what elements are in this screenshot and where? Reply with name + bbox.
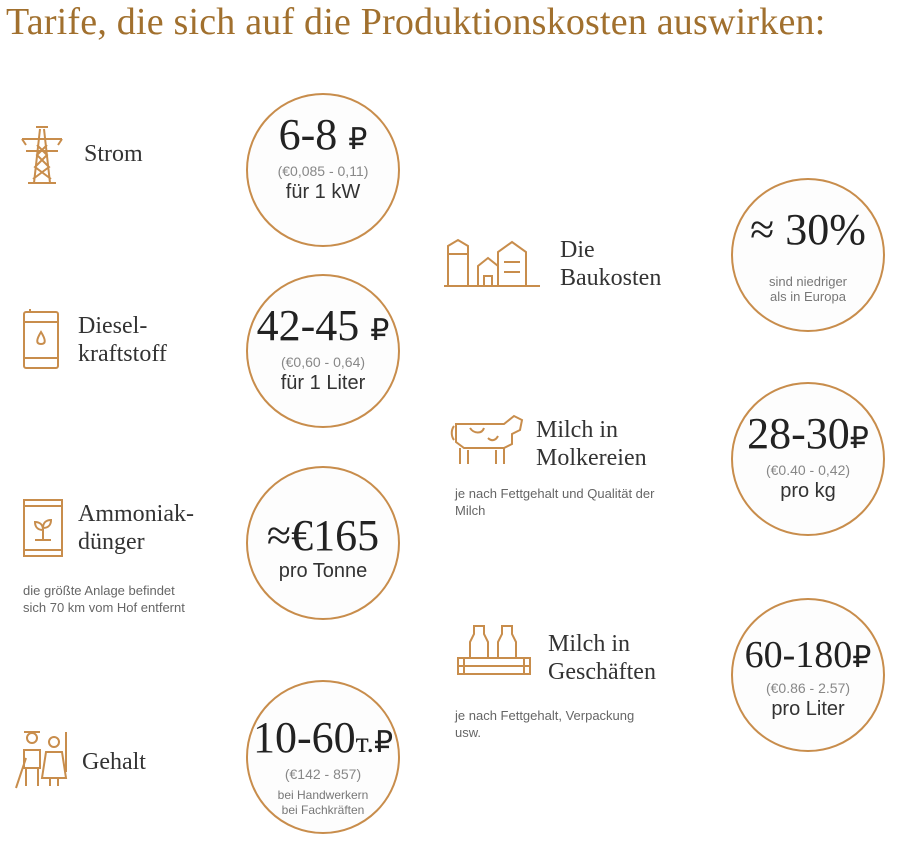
molkereien-label: Milch in Molkereien — [536, 417, 647, 471]
molkereien-price-circle: 28-30₽ (€0.40 - 0,42) pro kg — [731, 382, 885, 536]
price-value: 6-8 ₽ — [278, 110, 368, 159]
milk-bottles-crate-icon — [457, 625, 531, 675]
gehalt-label: Gehalt — [82, 749, 146, 775]
farmers-icon — [15, 731, 68, 789]
farm-buildings-icon — [444, 238, 540, 287]
page-title: Tarife, die sich auf die Produktionskost… — [6, 1, 826, 43]
gehalt-price-circle: 10-60т.₽ (€142 - 857) bei Handwerkern bei… — [246, 680, 400, 834]
diesel-label: Diesel-kraftstoff — [78, 313, 167, 367]
strom-price-circle: 6-8 ₽ (€0,085 - 0,11) für 1 kW — [246, 93, 400, 247]
geschaeften-price-circle: 60-180₽ (€0.86 - 2.57) pro Liter — [731, 598, 885, 752]
molkereien-note: je nach Fettgehalt und Qualität der Milch — [455, 486, 655, 518]
power-tower-icon — [21, 126, 63, 184]
cow-icon — [450, 414, 524, 464]
ammoniak-price-circle: ≈€165 pro Tonne — [246, 466, 400, 620]
fertilizer-bag-icon — [23, 499, 63, 557]
oil-barrel-icon — [23, 309, 59, 369]
strom-label: Strom — [84, 141, 143, 167]
ammoniak-note: die größte Anlage befindet sich 70 km vom… — [23, 583, 185, 615]
price-unit: für 1 kW — [285, 181, 361, 203]
ammoniak-label: Ammoniak-dünger — [78, 501, 194, 555]
baukosten-label: Die Baukosten — [560, 237, 662, 291]
diesel-price-circle: 42-45 ₽ (€0,60 - 0,64) für 1 Liter — [246, 274, 400, 428]
price-eur: (€0,085 - 0,11) — [277, 163, 369, 179]
geschaeften-note: je nach Fettgehalt, Verpackung usw. — [455, 708, 635, 740]
baukosten-circle: ≈ 30% sind niedriger als in Europa — [731, 178, 885, 332]
geschaeften-label: Milch in Geschäften — [548, 631, 656, 685]
